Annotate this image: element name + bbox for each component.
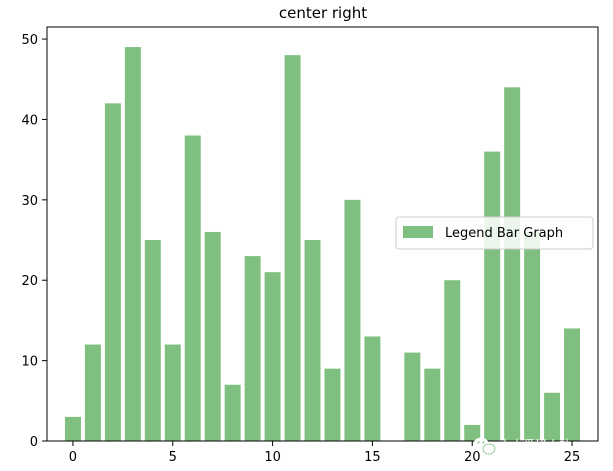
bar xyxy=(464,424,481,441)
legend-box xyxy=(395,216,594,250)
y-tick-label: 10 xyxy=(21,355,38,370)
bar xyxy=(124,47,141,442)
bar xyxy=(344,199,361,441)
y-tick-label: 20 xyxy=(21,274,38,289)
y-tick-label: 40 xyxy=(21,113,38,128)
bar xyxy=(104,103,121,442)
bar xyxy=(404,352,421,441)
x-tick-label: 15 xyxy=(364,450,381,465)
chart-title: center right xyxy=(279,4,367,22)
bar xyxy=(544,392,561,441)
bar xyxy=(144,240,161,441)
bar xyxy=(264,272,281,441)
bar xyxy=(324,368,341,441)
bars-group xyxy=(64,47,581,442)
y-tick-label: 0 xyxy=(30,435,38,450)
y-tick-label: 50 xyxy=(21,33,38,48)
bar xyxy=(244,256,261,441)
y-axis: 0 10 20 30 40 50 xyxy=(21,33,47,450)
x-axis: 0 5 10 15 20 25 xyxy=(69,441,581,465)
bar xyxy=(424,368,441,441)
bar xyxy=(484,151,501,442)
x-tick-label: 0 xyxy=(69,450,77,465)
bar xyxy=(284,55,301,441)
wechat-icon xyxy=(473,437,496,455)
bar xyxy=(304,240,321,441)
y-tick-label: 30 xyxy=(21,194,38,209)
legend-swatch xyxy=(403,226,433,238)
bar xyxy=(164,344,181,441)
x-tick-label: 10 xyxy=(264,450,281,465)
legend: Legend Bar Graph xyxy=(395,216,594,250)
watermark-text: 土木爱研小站 xyxy=(499,438,571,452)
bar xyxy=(224,384,241,441)
bar xyxy=(444,280,461,441)
watermark: 土木爱研小站 xyxy=(473,437,571,455)
bar xyxy=(204,231,221,441)
bar xyxy=(504,87,521,441)
x-tick-label: 5 xyxy=(169,450,177,465)
x-tick-label: 25 xyxy=(564,450,581,465)
x-tick-label: 20 xyxy=(464,450,481,465)
bar xyxy=(184,135,201,441)
legend-label: Legend Bar Graph xyxy=(445,226,563,241)
plot-area-frame xyxy=(46,26,599,442)
bar xyxy=(84,344,101,441)
bar xyxy=(564,328,581,441)
bar xyxy=(524,231,541,441)
bar xyxy=(364,336,381,441)
bar xyxy=(64,416,81,441)
